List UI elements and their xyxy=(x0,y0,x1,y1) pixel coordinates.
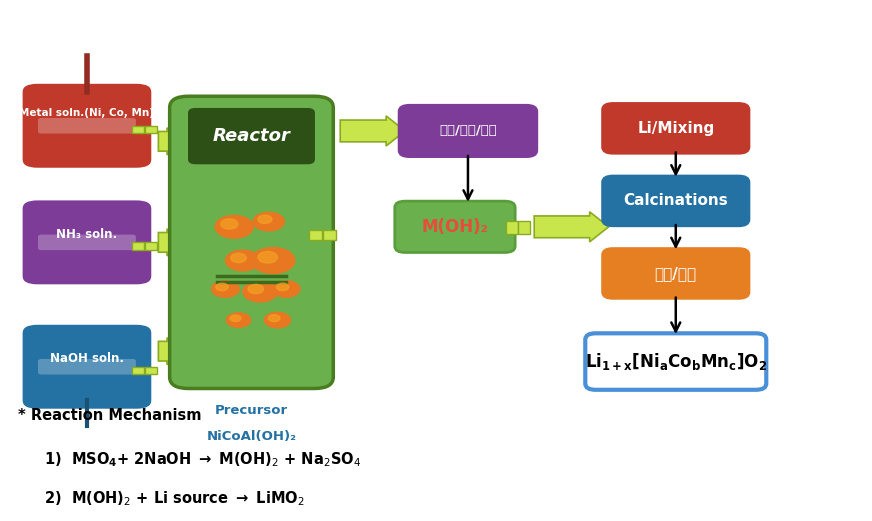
Circle shape xyxy=(226,250,260,271)
FancyBboxPatch shape xyxy=(132,126,144,133)
FancyBboxPatch shape xyxy=(145,126,157,133)
Text: NH₃ soln.: NH₃ soln. xyxy=(57,228,118,241)
FancyBboxPatch shape xyxy=(22,324,153,410)
Circle shape xyxy=(230,315,241,321)
FancyBboxPatch shape xyxy=(38,118,136,133)
FancyArrow shape xyxy=(159,338,184,365)
Text: NiCoAl(OH)₂: NiCoAl(OH)₂ xyxy=(207,430,296,443)
FancyBboxPatch shape xyxy=(603,176,749,226)
Text: Reactor: Reactor xyxy=(213,127,290,145)
Text: 탈수/세첡/건조: 탈수/세첡/건조 xyxy=(439,125,497,138)
Text: * Reaction Mechanism: * Reaction Mechanism xyxy=(17,408,201,424)
Circle shape xyxy=(215,215,253,238)
Text: NaOH soln.: NaOH soln. xyxy=(50,353,124,365)
FancyArrow shape xyxy=(159,128,184,155)
Text: 2)  M(OH)$_2$ + Li source $\mathbf{\rightarrow}$ LiMO$_2$: 2) M(OH)$_2$ + Li source $\mathbf{\right… xyxy=(44,490,304,508)
FancyBboxPatch shape xyxy=(145,242,157,250)
Circle shape xyxy=(221,219,238,229)
Circle shape xyxy=(251,247,295,274)
Text: 해켄/분급: 해켄/분급 xyxy=(655,266,697,281)
Circle shape xyxy=(264,312,290,328)
FancyBboxPatch shape xyxy=(132,242,144,250)
FancyBboxPatch shape xyxy=(603,249,749,299)
Circle shape xyxy=(212,281,239,297)
Text: Calcinations: Calcinations xyxy=(623,193,728,208)
FancyBboxPatch shape xyxy=(188,109,314,164)
Circle shape xyxy=(276,283,289,291)
Circle shape xyxy=(242,281,277,302)
FancyArrow shape xyxy=(159,229,184,256)
FancyArrow shape xyxy=(535,212,609,242)
FancyBboxPatch shape xyxy=(132,367,144,374)
FancyBboxPatch shape xyxy=(145,367,157,374)
Circle shape xyxy=(231,253,246,263)
FancyBboxPatch shape xyxy=(22,200,153,286)
FancyBboxPatch shape xyxy=(518,221,530,233)
Circle shape xyxy=(215,283,228,291)
Circle shape xyxy=(227,313,250,327)
Circle shape xyxy=(253,212,284,231)
FancyBboxPatch shape xyxy=(323,230,336,240)
FancyBboxPatch shape xyxy=(309,230,322,240)
FancyBboxPatch shape xyxy=(399,105,537,157)
Text: $\mathbf{Li_{1+x}[Ni_aCo_bMn_c]O_2}$: $\mathbf{Li_{1+x}[Ni_aCo_bMn_c]O_2}$ xyxy=(585,351,766,372)
FancyBboxPatch shape xyxy=(585,333,766,390)
Text: Metal soln.(Ni, Co, Mn): Metal soln.(Ni, Co, Mn) xyxy=(19,108,154,118)
Text: Li/Mixing: Li/Mixing xyxy=(637,121,714,136)
Text: M(OH)₂: M(OH)₂ xyxy=(421,218,488,236)
FancyBboxPatch shape xyxy=(170,96,333,389)
Circle shape xyxy=(258,252,277,263)
FancyArrow shape xyxy=(340,116,405,146)
FancyBboxPatch shape xyxy=(38,234,136,250)
Circle shape xyxy=(248,284,263,294)
Circle shape xyxy=(272,281,300,297)
FancyBboxPatch shape xyxy=(603,104,749,153)
FancyBboxPatch shape xyxy=(395,201,515,253)
Circle shape xyxy=(269,315,280,321)
FancyBboxPatch shape xyxy=(38,359,136,375)
Text: Precursor: Precursor xyxy=(215,404,288,417)
FancyBboxPatch shape xyxy=(22,83,153,169)
FancyBboxPatch shape xyxy=(506,221,518,233)
Circle shape xyxy=(258,215,272,224)
Text: 1)  $\mathbf{MSO_4}$+ 2NaOH $\mathbf{\rightarrow}$ M(OH)$_2$ + Na$_2$SO$_4$: 1) $\mathbf{MSO_4}$+ 2NaOH $\mathbf{\rig… xyxy=(44,451,361,469)
